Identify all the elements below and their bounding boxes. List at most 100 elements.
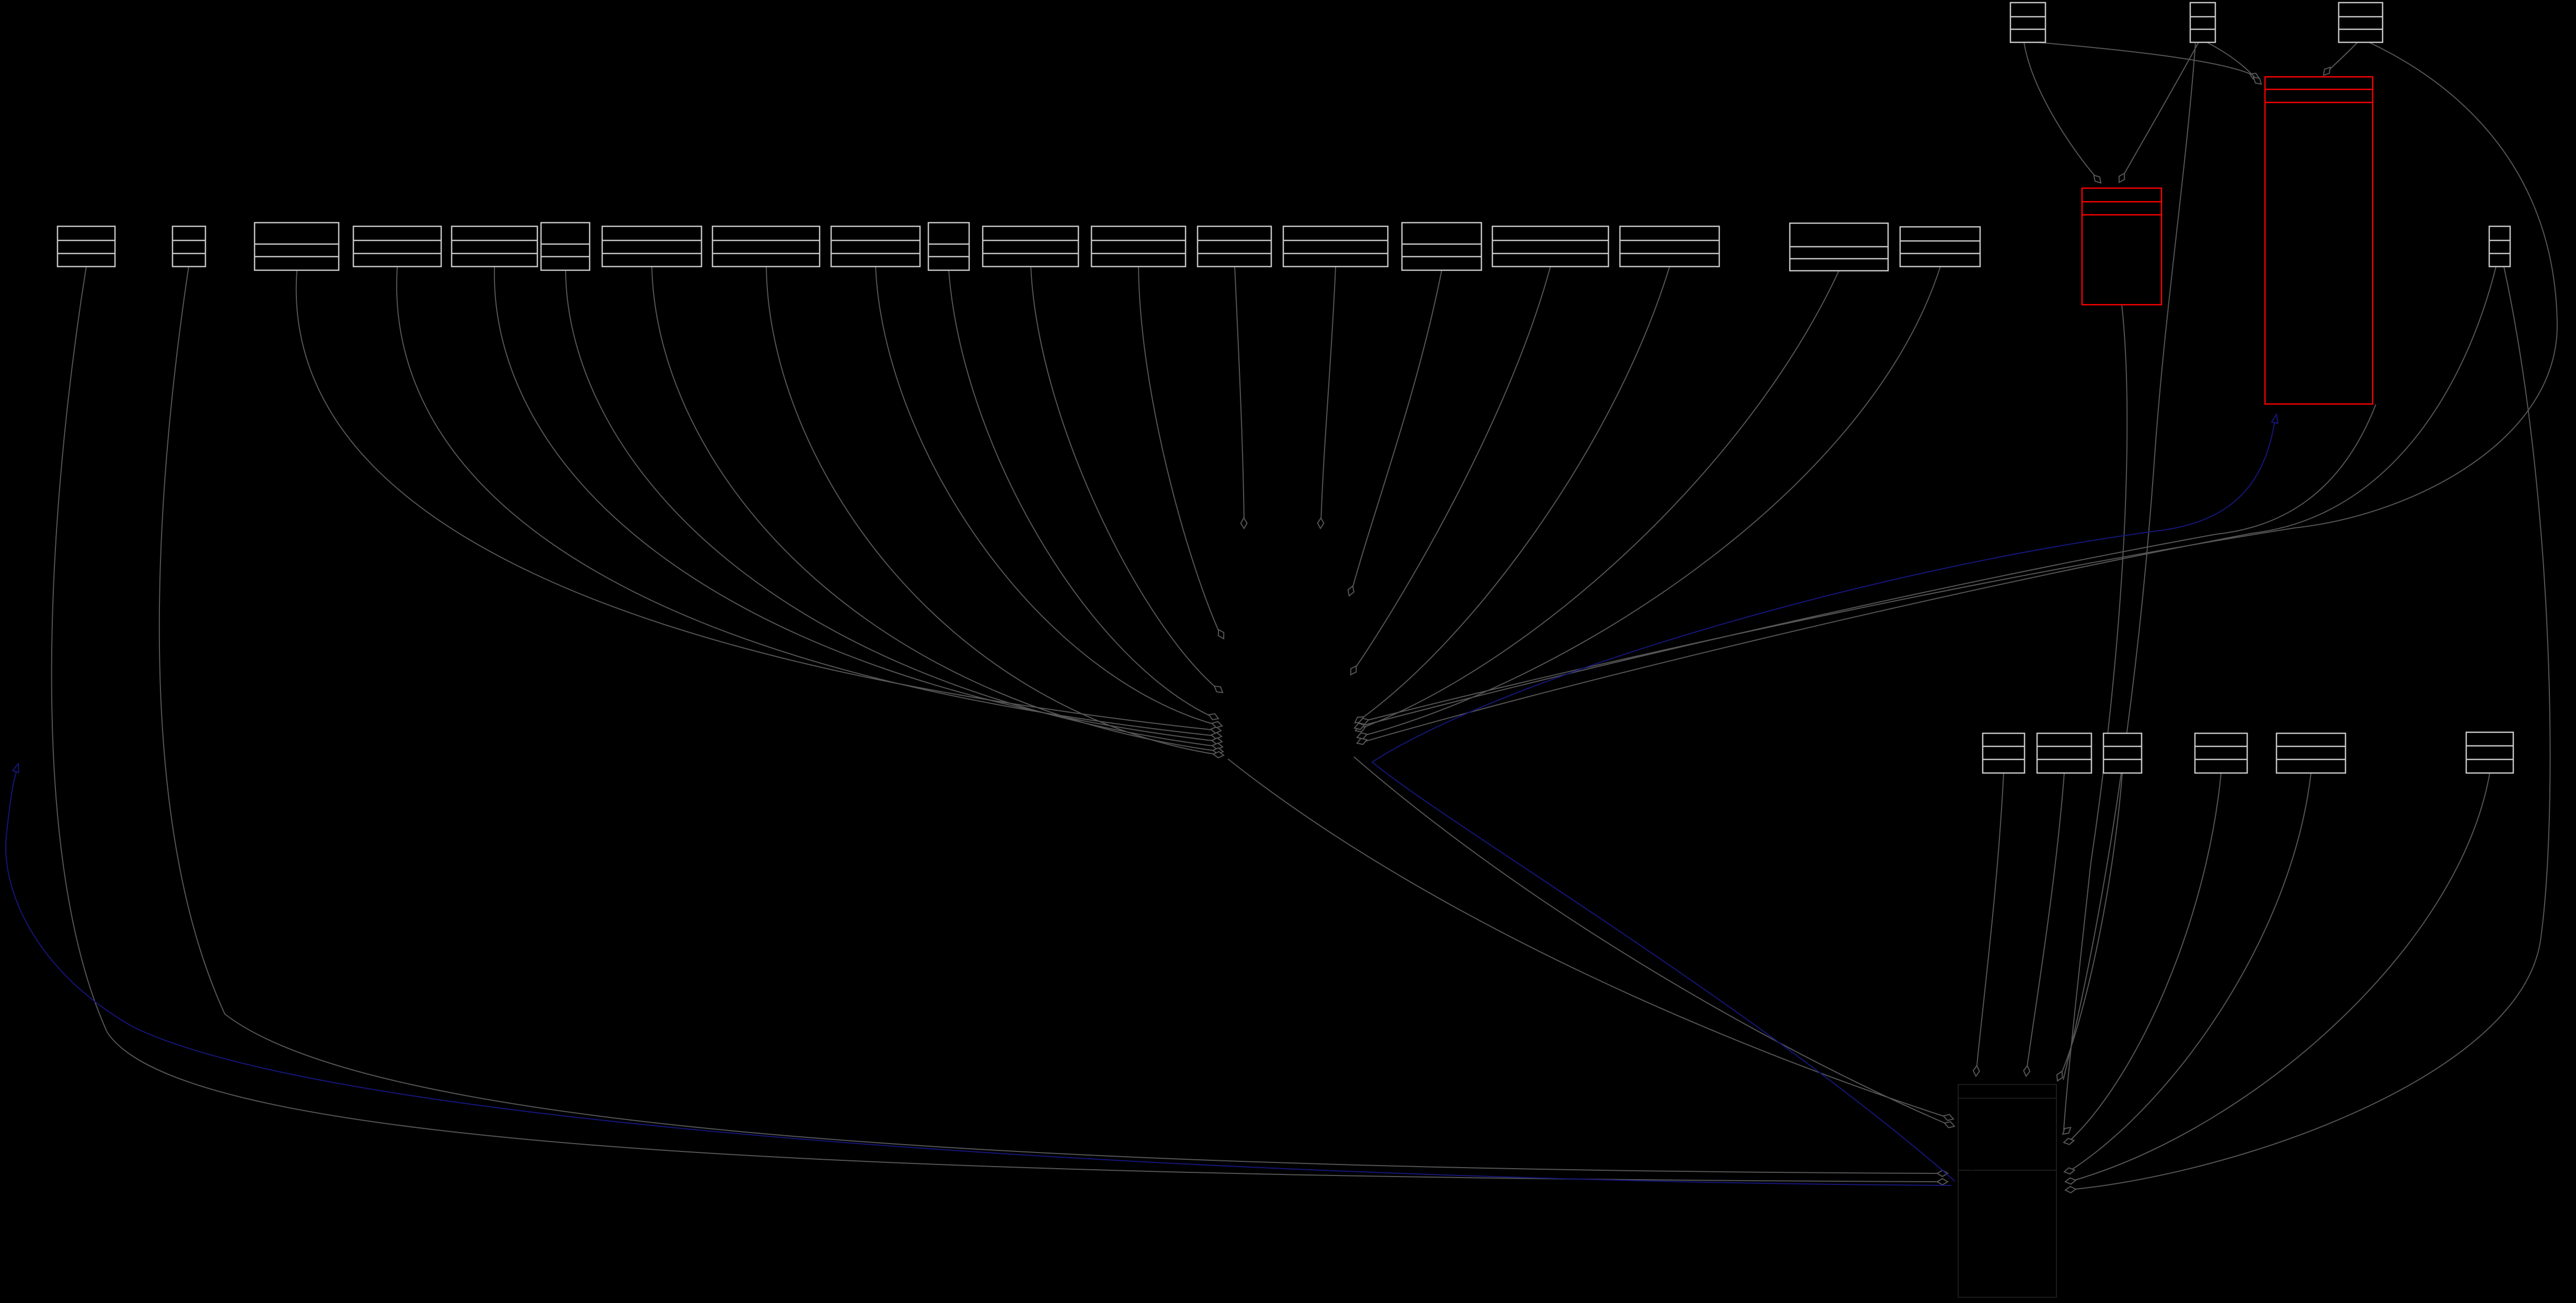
aggregation-diamond-icon — [2118, 172, 2125, 183]
class-node[interactable] — [2036, 732, 2092, 774]
aggregation-diamond-icon — [1212, 751, 1225, 759]
class-node[interactable] — [982, 225, 1079, 268]
aggregation-diamond-icon — [1317, 517, 1325, 529]
aggregation-diamond-icon — [2063, 1167, 2076, 1175]
collaboration-edge — [1030, 266, 1218, 689]
class-node[interactable] — [56, 225, 116, 268]
class-node[interactable] — [540, 222, 591, 271]
aggregation-diamond-icon — [2322, 66, 2331, 76]
collaboration-edge — [2068, 772, 2222, 1142]
class-node[interactable] — [171, 225, 206, 268]
class-node[interactable] — [254, 222, 340, 271]
collaboration-edge — [493, 266, 1217, 742]
class-node[interactable] — [601, 225, 703, 268]
collaboration-edge — [766, 266, 1218, 755]
class-node[interactable] — [927, 222, 970, 271]
collaboration-edge — [1363, 42, 2558, 722]
attribute-line: - m_pointTypeLabel — [1962, 1108, 2019, 1115]
method-line: - fillCurrentAprioriLineEdits() — [1962, 1227, 2044, 1235]
method-line: - createSetAprioriDialog() — [1962, 1203, 2036, 1211]
collaboration-edge — [2063, 43, 2196, 1080]
collaboration-edge — [2026, 772, 2065, 1071]
class-node[interactable] — [2102, 732, 2143, 774]
class-node[interactable] — [1197, 225, 1272, 268]
class-node[interactable] — [2189, 2, 2216, 43]
collaboration-edge — [2071, 266, 2551, 1190]
collaboration-edge — [1320, 266, 1336, 523]
collaboration-edge — [2069, 772, 2312, 1171]
class-node[interactable] — [1899, 226, 1981, 268]
method-line: + setPoints() — [1962, 1180, 1999, 1187]
class-node[interactable] — [451, 225, 538, 268]
class-node[interactable] — [2275, 732, 2347, 774]
inheritance-arrow-icon — [12, 762, 19, 774]
class-node[interactable] — [1491, 225, 1609, 268]
aggregation-diamond-icon — [1972, 1065, 1981, 1077]
aggregation-diamond-icon — [1217, 628, 1225, 640]
collaboration-edge — [1138, 266, 1221, 635]
method-line: + reject() — [1962, 1195, 1988, 1203]
aggregation-diamond-icon — [1353, 723, 1365, 730]
collaboration-edge — [2023, 42, 2099, 180]
method-line: - closeEvent() — [1962, 1290, 2003, 1298]
inheritance-edge — [1371, 420, 2275, 1182]
inheritance-edge — [5, 768, 1952, 1186]
aggregation-diamond-icon — [1944, 1121, 1956, 1128]
aggregation-diamond-icon — [2063, 1137, 2075, 1145]
main-class-title: Isis::QnetSetAprioriDialog — [1959, 1085, 2056, 1099]
main-class-attributes: - m_pointIDLabel - m_pointTypeLabel - m_ig… — [1959, 1099, 2056, 1171]
class-node[interactable] — [830, 225, 921, 268]
class-node[interactable] — [1282, 225, 1389, 268]
aggregation-diamond-icon — [1347, 585, 1355, 597]
collaboration-edge — [1359, 266, 1670, 721]
class-node[interactable] — [1401, 222, 1482, 271]
collaboration-edge — [1353, 266, 1551, 671]
method-line: - clearLineEdits() — [1962, 1266, 2011, 1274]
collaboration-edge — [948, 270, 1213, 718]
class-node[interactable] — [2465, 731, 2514, 774]
aggregation-diamond-icon — [1213, 685, 1224, 694]
aggregation-diamond-icon — [2064, 1185, 2077, 1194]
method-line: - fillAverageAprioriLineEdits() — [1962, 1250, 2046, 1258]
method-line: - resetInfoLabels() — [1962, 1274, 2015, 1282]
method-line: + setVisiblity() — [1962, 1187, 2003, 1195]
collaboration-edge — [1353, 756, 1949, 1125]
method-line: - setApriori() — [1962, 1282, 1998, 1290]
aggregation-diamond-icon — [1350, 665, 1357, 676]
aggregation-diamond-icon — [2252, 76, 2262, 85]
collaboration-edge — [2071, 772, 2490, 1182]
aggregation-diamond-icon — [1210, 726, 1222, 734]
class-node[interactable] — [2009, 2, 2046, 43]
attribute-line: - m_aprioriRadiusLabel — [1962, 1139, 2030, 1147]
class-node[interactable] — [711, 225, 821, 268]
collaboration-edge — [396, 266, 1216, 736]
class-node[interactable] — [2194, 732, 2248, 774]
collaboration-edge — [1362, 266, 2497, 743]
class-node[interactable] — [2338, 2, 2384, 43]
attribute-line: - m_pointsIgnoredCount — [1962, 1131, 2032, 1139]
aggregation-diamond-icon — [2093, 174, 2102, 184]
collaboration-edge — [565, 270, 1217, 747]
method-line: + QnetSetAprioriDialog() — [1962, 1172, 2033, 1179]
truncated-class-node[interactable] — [2081, 187, 2163, 306]
aggregation-diamond-icon — [2056, 1070, 2063, 1082]
method-line: - checkPointInfoDisable() — [1962, 1219, 2035, 1227]
inheritance-arrow-icon — [2271, 413, 2279, 424]
collaboration-edge — [1362, 266, 1941, 736]
aggregation-diamond-icon — [1942, 1114, 1954, 1121]
main-class-methods: + QnetSetAprioriDialog() + setPoints() + s… — [1959, 1171, 2056, 1299]
class-node[interactable] — [1789, 222, 1889, 272]
attribute-line: - m_radiusSigmaLabel — [1962, 1162, 2028, 1170]
class-node[interactable] — [352, 225, 442, 268]
class-node[interactable] — [1982, 732, 2026, 774]
class-node[interactable] — [1090, 225, 1187, 268]
method-line: - setInfoStack() — [1962, 1211, 2006, 1219]
collaboration-edge — [1360, 270, 1839, 729]
class-node[interactable] — [2488, 225, 2511, 268]
collaboration-edge — [875, 266, 1217, 725]
truncated-class-node[interactable] — [2264, 76, 2374, 405]
collaboration-edge — [158, 266, 1942, 1174]
method-line: Edits() — [1962, 1242, 1981, 1250]
class-node[interactable] — [1619, 225, 1720, 268]
collaboration-edge — [2121, 42, 2199, 180]
